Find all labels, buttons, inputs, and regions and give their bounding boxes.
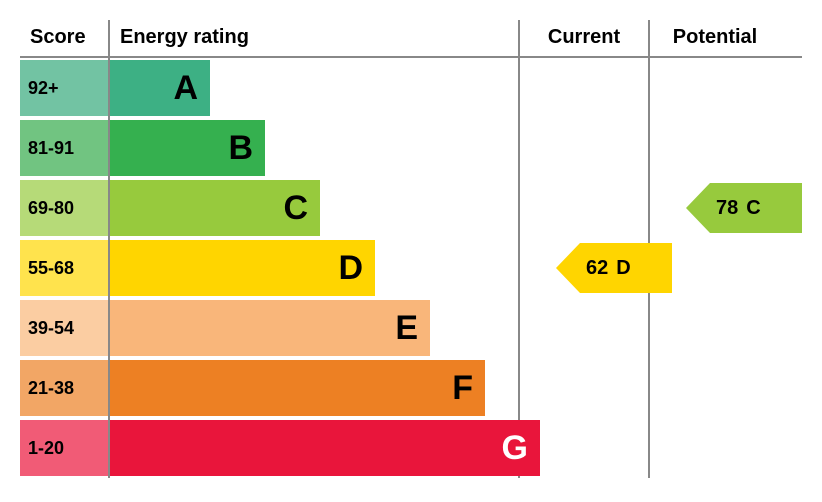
rating-bar-f: F bbox=[110, 360, 485, 416]
current-pointer-letter: D bbox=[616, 257, 630, 280]
score-cell-d: 55-68 bbox=[20, 240, 108, 296]
header-score: Score bbox=[20, 20, 110, 56]
rating-bar-g: G bbox=[110, 420, 540, 476]
potential-pointer-letter: C bbox=[746, 197, 760, 220]
score-cell-e: 39-54 bbox=[20, 300, 108, 356]
score-cell-a: 92+ bbox=[20, 60, 108, 116]
epc-chart: Score Energy rating Current Potential 92… bbox=[20, 20, 802, 482]
rating-bar-c: C bbox=[110, 180, 320, 236]
rating-bar-b: B bbox=[110, 120, 265, 176]
score-cell-g: 1-20 bbox=[20, 420, 108, 476]
rating-bar-d: D bbox=[110, 240, 375, 296]
potential-pointer: 78 C bbox=[710, 183, 802, 233]
current-pointer: 62 D bbox=[580, 243, 672, 293]
rating-bar-e: E bbox=[110, 300, 430, 356]
potential-pointer-value: 78 bbox=[716, 197, 738, 220]
header-current: Current bbox=[520, 20, 650, 56]
header-potential: Potential bbox=[650, 20, 780, 56]
score-cell-c: 69-80 bbox=[20, 180, 108, 236]
rating-bar-a: A bbox=[110, 60, 210, 116]
header-row: Score Energy rating Current Potential bbox=[20, 20, 802, 58]
divider-current bbox=[518, 58, 520, 478]
current-pointer-value: 62 bbox=[586, 257, 608, 280]
score-cell-b: 81-91 bbox=[20, 120, 108, 176]
chart-body: 92+A81-91B69-80C55-68D39-54E21-38F1-20G … bbox=[20, 58, 802, 478]
score-cell-f: 21-38 bbox=[20, 360, 108, 416]
header-rating: Energy rating bbox=[110, 20, 520, 56]
